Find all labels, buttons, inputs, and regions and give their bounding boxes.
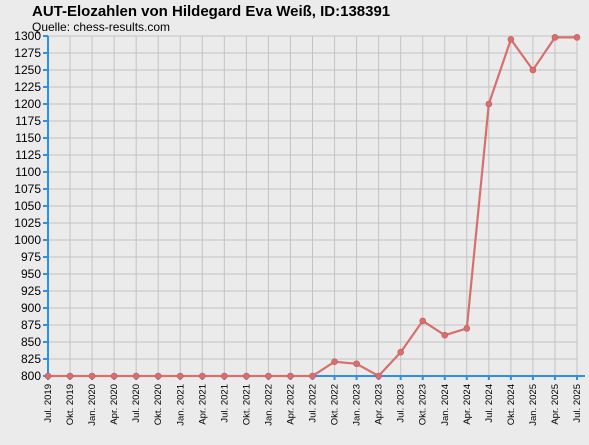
- chart-title: AUT-Elozahlen von Hildegard Eva Weiß, ID…: [32, 3, 391, 20]
- data-point: [66, 372, 74, 380]
- data-point: [573, 34, 581, 41]
- y-tick-label: 1275: [14, 46, 41, 60]
- data-point: [353, 360, 360, 368]
- x-tick-label: Jul. 2021: [219, 384, 230, 423]
- data-point: [441, 331, 449, 339]
- x-tick-label: Okt. 2022: [330, 384, 341, 425]
- y-tick-label: 1150: [15, 131, 41, 145]
- y-tick-label: 1125: [15, 148, 41, 162]
- x-tick-label: Okt. 2023: [418, 384, 429, 425]
- data-point: [551, 34, 559, 41]
- data-point: [154, 372, 162, 380]
- data-point: [485, 100, 493, 108]
- x-tick-label: Jan. 2021: [175, 384, 186, 426]
- y-tick-label: 1100: [15, 165, 41, 179]
- x-tick-label: Jul. 2024: [484, 384, 495, 423]
- data-point: [88, 372, 96, 380]
- y-tick-label: 1250: [14, 63, 41, 77]
- x-tick-label: Jul. 2022: [308, 384, 319, 423]
- data-point: [463, 325, 471, 332]
- y-tick-label: 1050: [14, 199, 41, 213]
- y-tick-label: 1025: [14, 216, 41, 230]
- y-tick-label: 1225: [14, 80, 41, 94]
- x-tick-label: Jul. 2025: [572, 384, 583, 423]
- y-tick-label: 850: [21, 335, 41, 349]
- data-point: [397, 348, 404, 356]
- y-tick-label: 1300: [14, 29, 41, 43]
- x-tick-label: Jul. 2019: [43, 384, 54, 423]
- x-tick-label: Okt. 2020: [153, 384, 164, 425]
- data-point: [287, 372, 294, 380]
- y-tick-label: 975: [21, 250, 41, 264]
- y-tick-label: 925: [21, 284, 41, 298]
- x-tick-label: Jan. 2025: [528, 384, 539, 426]
- y-tick-label: 1175: [15, 114, 41, 128]
- x-tick-label: Okt. 2019: [65, 384, 76, 425]
- data-point: [110, 372, 118, 380]
- x-tick-label: Jul. 2023: [396, 384, 407, 423]
- x-tick-label: Jan. 2023: [352, 384, 363, 426]
- x-tick-label: Jan. 2020: [87, 384, 98, 426]
- data-point: [375, 372, 382, 380]
- y-tick-label: 900: [21, 301, 41, 315]
- x-tick-label: Apr. 2020: [109, 384, 120, 425]
- data-point: [221, 372, 228, 380]
- data-point: [198, 372, 206, 380]
- x-tick-label: Apr. 2023: [374, 384, 385, 425]
- y-tick-label: 1200: [14, 97, 41, 111]
- data-point: [507, 36, 515, 43]
- data-point: [44, 372, 52, 380]
- y-tick-label: 1075: [14, 182, 41, 196]
- x-tick-label: Jul. 2020: [131, 384, 142, 423]
- data-point: [309, 372, 316, 380]
- y-tick-label: 800: [21, 369, 41, 383]
- x-tick-label: Okt. 2024: [506, 384, 517, 425]
- x-tick-label: Okt. 2021: [241, 384, 252, 425]
- data-point: [176, 372, 184, 380]
- data-point: [132, 372, 140, 380]
- y-tick-label: 950: [21, 267, 41, 281]
- y-tick-label: 875: [21, 318, 41, 332]
- data-point: [419, 317, 427, 325]
- data-point: [265, 372, 272, 380]
- data-point: [243, 372, 250, 380]
- y-tick-label: 1000: [14, 233, 41, 247]
- x-tick-label: Jan. 2022: [263, 384, 274, 426]
- chart-source: Quelle: chess-results.com: [32, 20, 171, 34]
- x-tick-label: Apr. 2024: [462, 384, 473, 425]
- x-tick-label: Jan. 2024: [440, 384, 451, 426]
- data-point: [529, 66, 537, 74]
- x-tick-label: Apr. 2021: [197, 384, 208, 425]
- x-tick-label: Apr. 2025: [550, 384, 561, 425]
- x-tick-label: Apr. 2022: [285, 384, 296, 425]
- y-tick-label: 825: [21, 352, 41, 366]
- data-point: [331, 358, 338, 366]
